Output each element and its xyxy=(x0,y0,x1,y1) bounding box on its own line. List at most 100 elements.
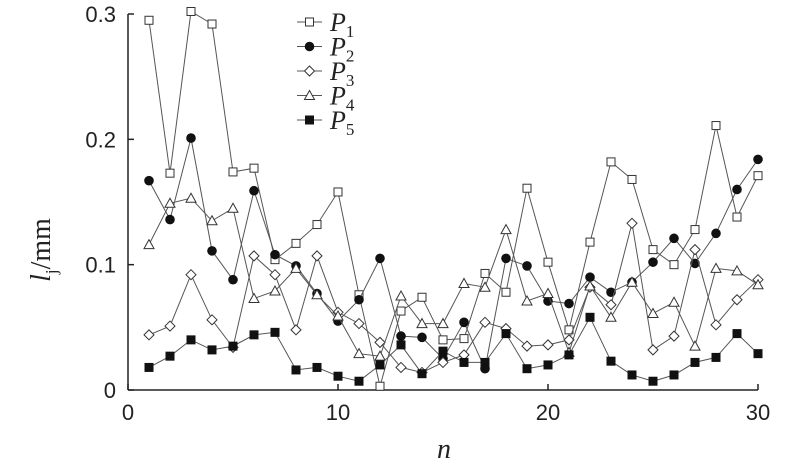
x-tick-label: 20 xyxy=(536,400,560,425)
data-point-p1 xyxy=(228,167,238,177)
data-point-p1 xyxy=(627,174,637,184)
data-point-p1 xyxy=(690,225,700,235)
legend-label: P4 xyxy=(329,82,355,115)
data-point-p3 xyxy=(437,356,449,369)
data-point-p5 xyxy=(690,357,700,367)
series-p5 xyxy=(144,312,763,386)
data-point-p4 xyxy=(710,262,722,273)
data-point-p2 xyxy=(606,287,616,298)
data-point-p5 xyxy=(438,346,448,356)
legend-label: P5 xyxy=(329,106,354,139)
series-line-p2 xyxy=(148,137,759,371)
plot-area: 0 10 20 30 0 0.1 0.2 0.3 xyxy=(85,2,770,425)
legend-marker xyxy=(303,65,316,77)
x-axis-label: n xyxy=(437,434,451,465)
data-point-p1 xyxy=(753,171,763,181)
data-point-p4 xyxy=(689,340,701,351)
data-point-p4 xyxy=(458,277,470,288)
legend-item-p5: P5 xyxy=(297,106,354,139)
data-point-p5 xyxy=(669,370,679,380)
data-point-p5 xyxy=(543,360,553,370)
series-p2 xyxy=(144,133,763,374)
legend-label-sub: 1 xyxy=(346,22,355,41)
data-point-p1 xyxy=(711,121,721,131)
data-point-p1 xyxy=(669,260,679,270)
data-point-p3 xyxy=(248,250,260,262)
data-point-p3 xyxy=(311,250,323,262)
data-point-p5 xyxy=(291,365,301,375)
data-point-p5 xyxy=(249,330,259,340)
data-point-p3 xyxy=(374,336,386,349)
data-point-p4 xyxy=(353,347,365,359)
legend-label-sub: 4 xyxy=(346,96,355,115)
legend-label-sub: 5 xyxy=(346,120,355,139)
series-line-p3 xyxy=(148,223,759,374)
data-point-p3 xyxy=(353,317,365,330)
data-point-p5 xyxy=(732,329,742,339)
data-point-p1 xyxy=(165,168,175,178)
data-point-p5 xyxy=(228,341,238,351)
data-point-p5 xyxy=(333,371,343,381)
data-point-p5 xyxy=(396,340,406,350)
data-point-p2 xyxy=(249,185,259,196)
data-point-p4 xyxy=(332,310,344,321)
data-point-p3 xyxy=(605,299,617,311)
data-point-p3 xyxy=(185,268,197,281)
data-point-p2 xyxy=(186,133,196,143)
series-p4 xyxy=(143,192,764,361)
data-point-p1 xyxy=(648,245,658,255)
data-point-p3 xyxy=(710,319,722,331)
y-axis-label-unit: /mm xyxy=(26,218,57,270)
data-point-p1 xyxy=(417,292,427,302)
legend-marker xyxy=(305,115,314,125)
axis-ticks: 0 10 20 30 0 0.1 0.2 0.3 xyxy=(85,2,770,425)
data-point-p2 xyxy=(270,249,280,260)
legend-label-main: P xyxy=(329,8,346,37)
data-point-p3 xyxy=(206,314,218,326)
data-point-p4 xyxy=(731,264,743,276)
data-point-p5 xyxy=(459,357,469,367)
y-axis-label-sub: j xyxy=(42,269,61,275)
data-point-p2 xyxy=(732,184,742,195)
data-point-p4 xyxy=(437,317,449,329)
data-point-p3 xyxy=(521,340,533,352)
y-axis-label-main: l xyxy=(26,274,57,282)
data-point-p2 xyxy=(375,253,385,264)
x-tick-label: 0 xyxy=(122,400,134,425)
series-line-p4 xyxy=(148,197,759,357)
data-point-p5 xyxy=(501,329,511,339)
legend-marker xyxy=(303,89,316,100)
data-point-p3 xyxy=(290,324,302,336)
data-point-p5 xyxy=(648,376,658,386)
data-point-p2 xyxy=(711,228,721,239)
data-point-p4 xyxy=(647,307,659,319)
series-line-p1 xyxy=(148,10,759,387)
data-point-p4 xyxy=(668,296,680,307)
data-point-p1 xyxy=(186,6,196,16)
data-point-p5 xyxy=(417,369,427,379)
legend-marker xyxy=(305,17,314,27)
data-point-p2 xyxy=(459,317,469,328)
data-point-p5 xyxy=(354,376,364,386)
data-point-p5 xyxy=(207,345,217,355)
data-point-p1 xyxy=(543,257,553,267)
data-point-p5 xyxy=(522,364,532,374)
data-point-p4 xyxy=(290,262,302,273)
data-point-p4 xyxy=(143,238,155,250)
legend-label-main: P xyxy=(329,33,346,62)
data-point-p1 xyxy=(291,238,301,248)
legend-label-main: P xyxy=(329,57,346,86)
data-point-p4 xyxy=(605,311,617,322)
data-point-p3 xyxy=(143,329,155,341)
data-point-p4 xyxy=(374,350,386,361)
data-point-p3 xyxy=(668,330,680,342)
legend-item-p1: P1 xyxy=(297,8,354,41)
data-point-p5 xyxy=(480,357,490,367)
data-point-p3 xyxy=(164,320,176,332)
data-point-p5 xyxy=(165,351,175,361)
series-line-p5 xyxy=(148,316,759,382)
data-point-p4 xyxy=(584,279,596,291)
data-point-p2 xyxy=(354,294,364,305)
data-point-p5 xyxy=(627,370,637,380)
